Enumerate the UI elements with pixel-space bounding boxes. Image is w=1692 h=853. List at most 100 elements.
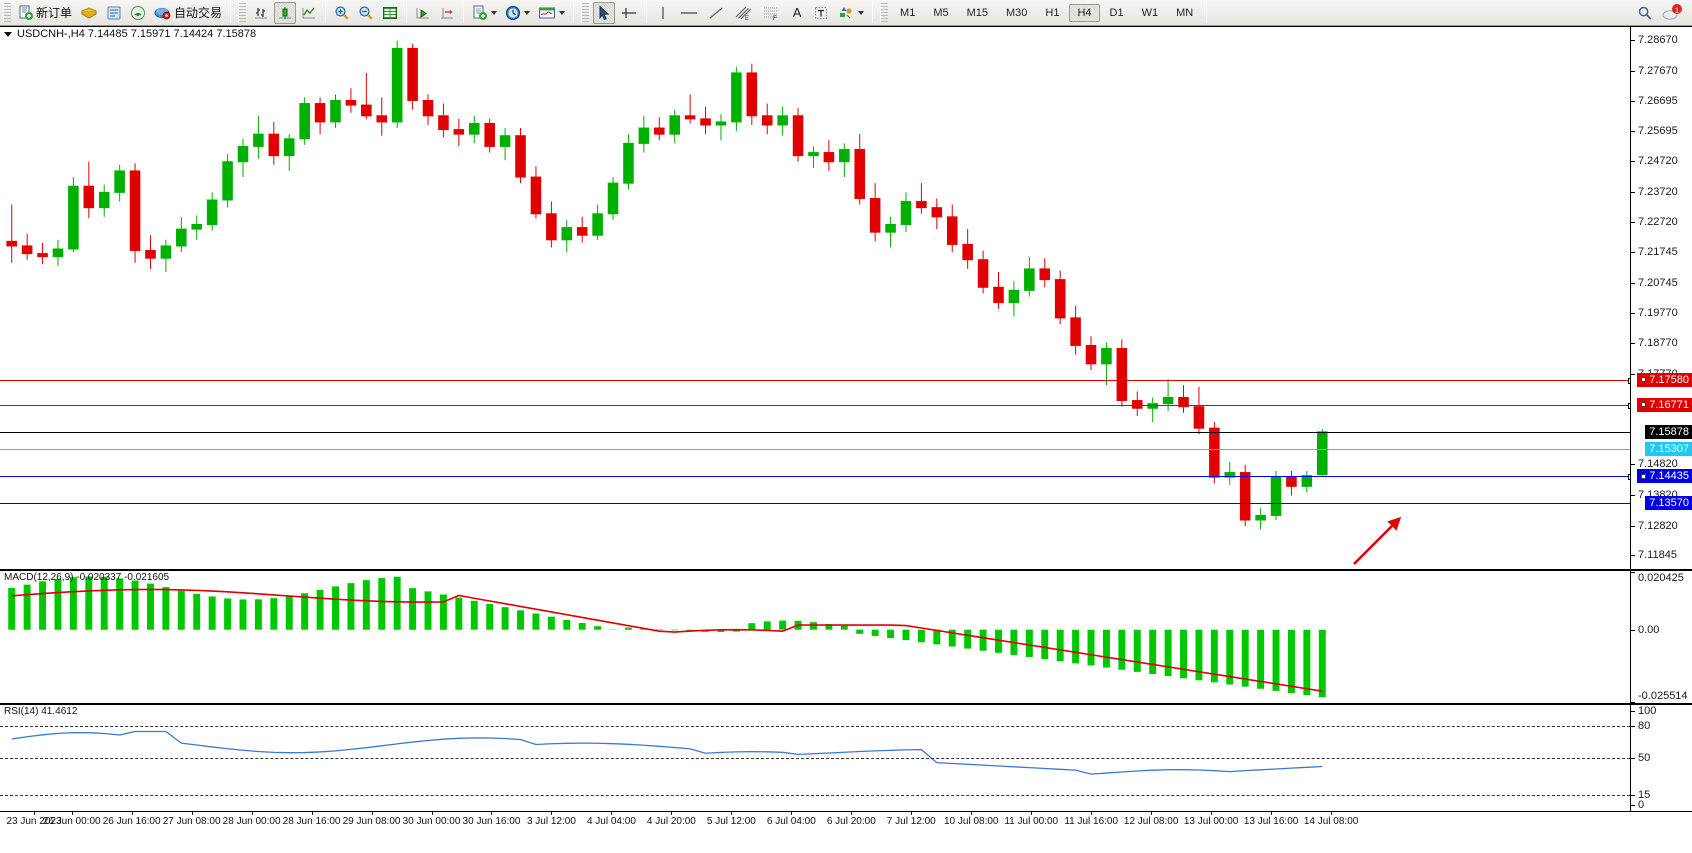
timeframe-d1[interactable]: D1 (1109, 6, 1124, 19)
chart-shift-button[interactable] (436, 2, 458, 24)
symbol-header[interactable]: USDCNH-,H4 7.14485 7.15971 7.14424 7.158… (0, 27, 256, 41)
price-tick-label: 7.18770 (1638, 337, 1678, 350)
price-level-label-7.17580[interactable]: 7.17580 (1637, 372, 1692, 387)
cursor-button[interactable] (593, 1, 616, 24)
timeframe-m5[interactable]: M5 (933, 6, 949, 19)
rsi-axis[interactable]: 100 80 50 15 0 (1630, 705, 1692, 811)
time-tick-label: 4 Jul 20:00 (646, 816, 696, 827)
candlestick-chart-button[interactable] (274, 1, 297, 24)
macd-panel[interactable]: MACD(12,26,9) -0.020337 -0.021605 0.0204… (0, 570, 1692, 704)
templates-chevron-down-icon[interactable] (559, 10, 566, 15)
price-tick-label: 7.26695 (1638, 94, 1678, 107)
time-tick (1031, 812, 1033, 815)
price-level-handle[interactable] (1628, 402, 1630, 409)
shapes-chevron-down-icon[interactable] (858, 10, 865, 15)
price-panel[interactable]: USDCNH-,H4 7.14485 7.15971 7.14424 7.158… (0, 26, 1692, 570)
trendline-icon (709, 6, 723, 19)
fibonacci-button[interactable]: F (758, 2, 784, 24)
level-marker-icon (1641, 402, 1647, 408)
search-button[interactable] (1634, 2, 1656, 24)
timeframe-mn[interactable]: MN (1176, 6, 1194, 19)
macd-axis[interactable]: 0.020425 0.00 -0.025514 (1630, 571, 1692, 703)
vertical-line-button[interactable] (652, 2, 674, 24)
time-tick-label: 5 Jul 12:00 (706, 816, 756, 827)
chart-area[interactable]: USDCNH-,H4 7.14485 7.15971 7.14424 7.158… (0, 26, 1692, 853)
auto-trading-button[interactable]: 自动交易 (151, 2, 225, 24)
price-level-label-7.15878[interactable]: 7.15878 (1645, 424, 1692, 439)
equidistant-channel-button[interactable]: E (730, 2, 756, 24)
timeframe-w1[interactable]: W1 (1141, 6, 1159, 19)
zoom-in-button[interactable] (331, 2, 353, 24)
zoom-out-button[interactable] (355, 2, 377, 24)
bar-chart-icon (255, 7, 268, 18)
timeframe-m15[interactable]: M15 (966, 6, 988, 19)
timeframe-m1[interactable]: M1 (900, 6, 916, 19)
price-level-label-7.13570[interactable]: 7.13570 (1645, 495, 1692, 510)
rsi-level-line-15 (0, 795, 1630, 797)
price-tick (1631, 373, 1635, 375)
price-tick-label: 7.19770 (1638, 306, 1678, 319)
price-level-handle[interactable] (1628, 474, 1630, 481)
time-tick-label: 23 Jun 2023 (6, 816, 62, 827)
macd-plot[interactable] (0, 571, 1630, 703)
price-level-line-7.16771[interactable] (0, 402, 1630, 409)
time-tick (731, 812, 733, 815)
trendline-button[interactable] (704, 2, 728, 24)
horizontal-line-button[interactable] (676, 2, 702, 24)
time-axis[interactable]: 23 Jun 2023 26 Jun 00:00 26 Jun 16:00 27 Ju… (0, 812, 1692, 834)
toolbar-separator-1 (230, 2, 232, 23)
shapes-button[interactable] (834, 2, 867, 24)
wallet-button[interactable] (77, 2, 101, 24)
crosshair-button[interactable] (617, 2, 641, 24)
templates-button[interactable] (535, 2, 568, 24)
timeframe-h4[interactable]: H4 (1069, 3, 1100, 22)
price-level-label-7.15307[interactable]: 7.15307 (1645, 442, 1692, 457)
time-tick (1151, 812, 1153, 815)
time-tick-label: 30 Jun 00:00 (402, 816, 461, 827)
terminal-button[interactable] (103, 2, 125, 24)
toolbar-separator-3 (406, 2, 408, 23)
data-window-button[interactable] (379, 2, 401, 24)
timeframe-m30[interactable]: M30 (1006, 6, 1028, 19)
rsi-panel[interactable]: RSI(14) 41.4612 100 80 50 15 0 (0, 704, 1692, 812)
price-level-line-7.17580[interactable] (0, 377, 1630, 384)
price-level-value: 7.16771 (1649, 398, 1689, 411)
toolbar-grip-4[interactable] (880, 2, 889, 23)
price-level-label-7.14435[interactable]: 7.14435 (1637, 469, 1692, 484)
line-chart-button[interactable] (298, 2, 320, 24)
signal-button[interactable] (127, 2, 149, 24)
price-level-line-7.14435[interactable] (0, 474, 1630, 481)
price-level-line-7.13570[interactable] (0, 502, 1630, 504)
macd-tick-label: 0.00 (1638, 623, 1660, 636)
indicators-button[interactable] (469, 2, 500, 24)
new-order-button[interactable]: 新订单 (15, 2, 75, 24)
auto-scroll-button[interactable] (412, 2, 434, 24)
price-level-label-7.16771[interactable]: 7.16771 (1637, 397, 1692, 412)
chevron-down-icon[interactable] (4, 31, 12, 37)
periodicity-chevron-down-icon[interactable] (524, 10, 531, 15)
price-level-handle[interactable] (1628, 377, 1630, 384)
data-window-icon (383, 6, 398, 19)
rsi-plot[interactable] (0, 705, 1630, 811)
periodicity-button[interactable] (502, 2, 533, 24)
toolbar-grip[interactable] (3, 2, 11, 23)
indicators-chevron-down-icon[interactable] (491, 10, 498, 15)
price-level-line-7.15307[interactable] (0, 449, 1630, 451)
time-tick (34, 812, 35, 815)
toolbar-grip-2[interactable] (238, 2, 247, 23)
clock-icon (505, 5, 521, 20)
time-tick-label: 13 Jul 16:00 (1243, 816, 1299, 827)
price-tick (1631, 70, 1635, 72)
price-level-line-7.15878[interactable] (0, 431, 1630, 433)
text-label-icon (815, 6, 828, 19)
templates-icon (539, 7, 556, 18)
text-label-button[interactable] (810, 2, 832, 24)
auto-scroll-icon (416, 7, 430, 18)
notifications-button[interactable]: 1 (1658, 2, 1686, 24)
cursor-icon (599, 4, 610, 20)
price-plot[interactable] (0, 27, 1630, 569)
timeframe-h1[interactable]: H1 (1045, 6, 1060, 19)
bar-chart-button[interactable] (250, 2, 272, 24)
toolbar-grip-3[interactable] (581, 2, 590, 23)
text-button[interactable]: A (786, 2, 808, 24)
